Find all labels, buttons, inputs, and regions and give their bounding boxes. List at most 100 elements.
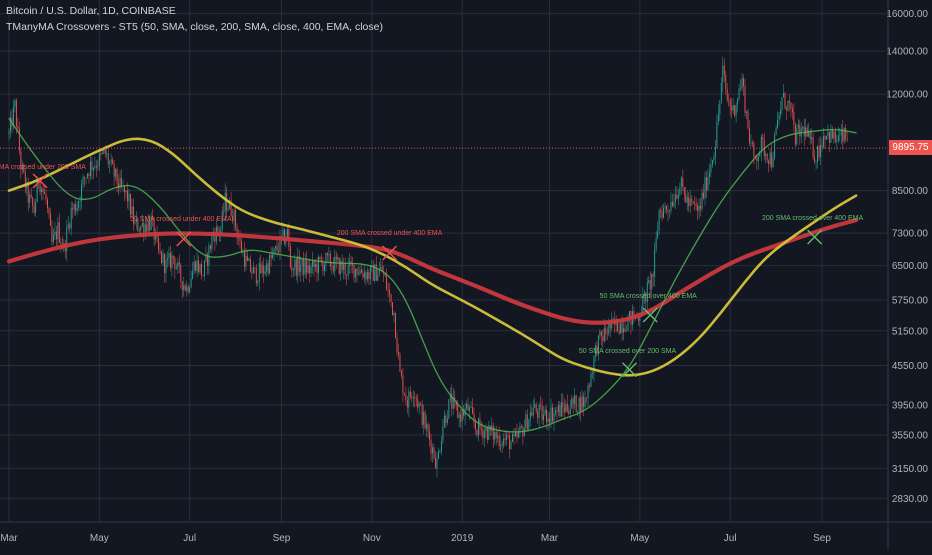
candle-body [227,208,229,211]
candle-body [543,414,545,420]
candle-body [446,418,448,424]
candle-body [291,266,293,271]
candle-body [201,263,202,276]
candle-body [637,316,639,321]
candle-body [198,260,200,273]
crossover-marker [807,229,823,245]
candle-body [771,152,773,168]
candle-body [378,269,380,275]
y-tick-label: 3550.00 [892,430,929,441]
candle-body [12,106,14,127]
candle-body [658,210,660,231]
candle-body [30,194,32,198]
candle-body [760,137,762,152]
candle-body [396,337,398,352]
candle-body [174,257,176,270]
candle-body [578,397,580,412]
candle-body [359,269,361,275]
candle-body [353,264,355,278]
candle-body [129,194,131,215]
candle-body [258,263,260,282]
candle-body [169,252,171,268]
candle-body [332,266,334,272]
candle-body [677,194,679,199]
candle-body [581,396,583,413]
candle-body [75,204,77,212]
candle-body [318,256,319,273]
candle-body [427,424,429,432]
x-tick-label: Nov [363,533,381,544]
candle-body [300,266,302,273]
candle-body [54,231,56,236]
candle-body [467,403,469,411]
candle-body [769,152,771,165]
candle-body [175,267,177,270]
candle-body [45,193,47,200]
candle-body [275,246,277,249]
candle-body [583,396,585,407]
y-tick-label: 14000.00 [886,47,928,58]
candle-body [279,235,281,252]
candle-body [193,261,195,271]
candle-body [719,100,721,114]
candle-body [537,411,539,418]
candle-body [110,159,112,163]
candle-body [549,418,550,423]
candle-body [711,160,713,165]
candle-body [738,88,740,100]
candle-body [818,146,820,158]
candle-body [70,208,72,229]
candle-body [528,419,530,430]
candle-body [380,266,382,270]
candle-body [433,447,435,459]
candle-body [796,128,798,145]
crossover-marker [382,245,398,261]
candle-body [196,260,198,272]
candle-body [768,160,770,165]
crossover-label: 50 SMA crossed over 200 SMA [579,348,677,355]
candle-body [429,431,431,440]
candle-body [660,210,662,212]
candle-body [243,251,245,267]
candle-body [94,166,96,168]
candle-body [495,432,497,439]
x-tick-label: 2019 [451,533,474,544]
candle-body [131,206,133,215]
y-tick-label: 16000.00 [886,9,928,20]
candle-body [307,265,309,273]
candle-body [92,167,94,171]
candle-body [814,156,816,162]
candle-body [574,395,576,404]
candle-body [281,235,282,237]
candle-body [399,354,401,372]
candle-body [166,258,168,260]
candle-body [119,177,121,189]
candle-body [654,249,656,277]
candle-body [398,351,399,355]
candle-body [809,130,811,139]
candle-body [104,149,106,154]
indicator-legend: TManyMA Crossovers - ST5 (50, SMA, close… [6,21,383,33]
candle-body [362,273,364,278]
candle-body [569,408,571,415]
candle-body [141,223,143,226]
candle-body [575,395,577,412]
candle-body [757,156,759,162]
candle-body [707,177,709,191]
candle-body [44,191,46,194]
candle-body [666,206,667,211]
candle-body [417,399,419,408]
candle-body [794,124,796,145]
candle-body [817,146,819,162]
crossover-marker [32,173,48,189]
candle-body [58,222,60,243]
candle-body [775,128,777,135]
candle-body [540,404,542,407]
candle-body [217,226,219,232]
candle-body [144,224,146,235]
candle-body [319,256,321,260]
candle-body [812,137,814,157]
